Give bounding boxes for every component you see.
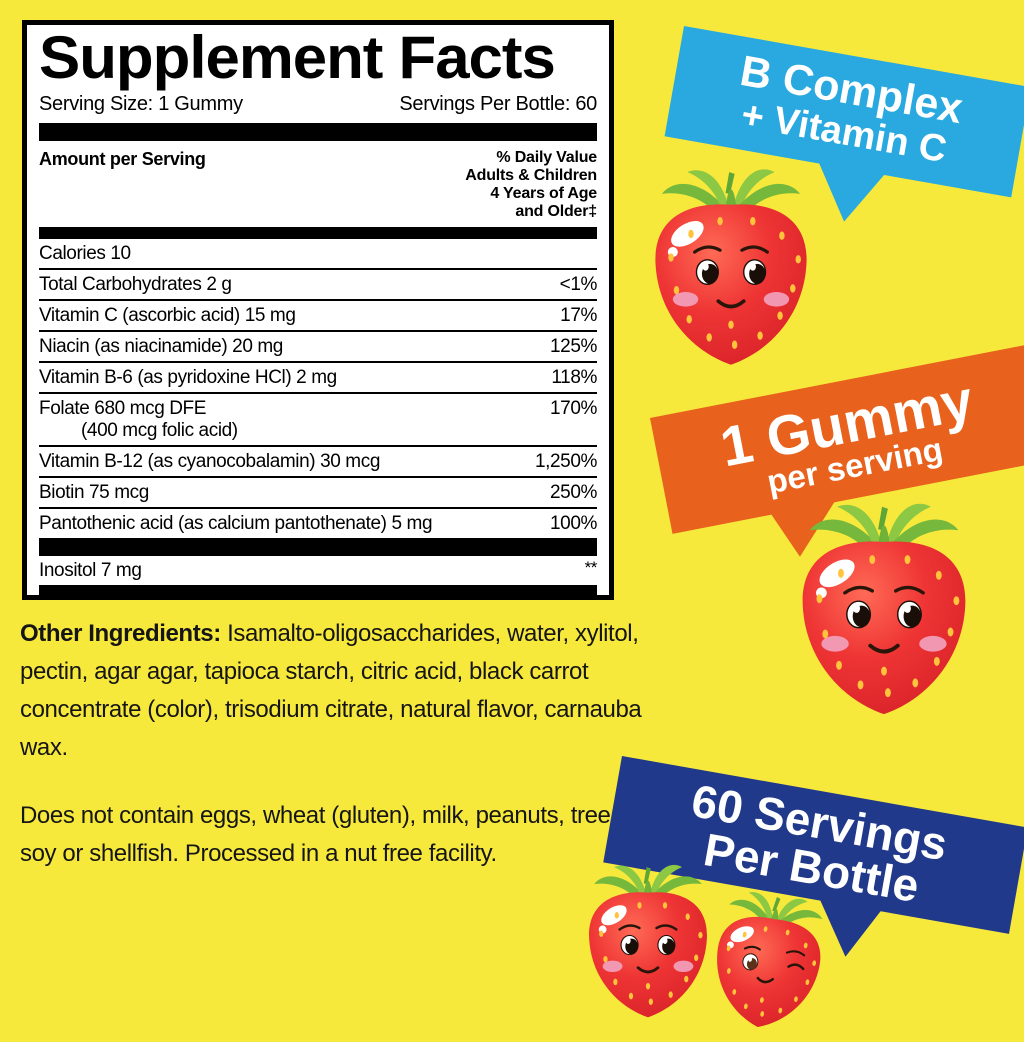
nutrient-rows: Calories 10 Total Carbohydrates 2 g <1% …	[39, 239, 597, 538]
nutrient-daily-value: 170%	[550, 398, 597, 419]
nutrient-row: Biotin 75 mcg 250%	[39, 476, 597, 507]
nutrient-name: Pantothenic acid (as calcium pantothenat…	[39, 513, 433, 534]
strawberry-happy-icon	[577, 860, 719, 1023]
nutrient-row: Pantothenic acid (as calcium pantothenat…	[39, 507, 597, 538]
allergen-statement: Does not contain eggs, wheat (gluten), m…	[20, 802, 667, 867]
serving-size: Serving Size: 1 Gummy	[39, 93, 243, 115]
nutrient-name: Niacin (as niacinamide) 20 mg	[39, 336, 283, 357]
nutrient-name: Calories 10	[39, 243, 131, 264]
other-ingredients-paragraph: Other Ingredients: Isamalto-oligosacchar…	[20, 615, 658, 767]
nutrient-row: Vitamin C (ascorbic acid) 15 mg 17%	[39, 299, 597, 330]
daily-value-header-line: 4 Years of Age	[490, 185, 597, 202]
divider-bar-thick	[39, 123, 597, 141]
divider-bar-thick	[39, 538, 597, 556]
nutrient-row: Vitamin B-12 (as cyanocobalamin) 30 mcg …	[39, 445, 597, 476]
strawberry-happy-icon	[786, 497, 982, 722]
nutrient-name: Inositol 7 mg	[39, 560, 142, 581]
nutrient-name: Vitamin B-6 (as pyridoxine HCl) 2 mg	[39, 367, 337, 388]
nutrient-row: Folate 680 mcg DFE (400 mcg folic acid) 1…	[39, 392, 597, 445]
nutrient-daily-value: 17%	[560, 305, 597, 326]
daily-value-header: % Daily Value Adults & Children 4 Years of…	[465, 149, 597, 221]
strawberry-happy-icon	[640, 163, 822, 372]
nutrient-daily-value: 100%	[550, 513, 597, 534]
nutrient-daily-value: 250%	[550, 482, 597, 503]
nutrient-row: Vitamin B-6 (as pyridoxine HCl) 2 mg 118…	[39, 361, 597, 392]
nutrient-daily-value: 118%	[551, 367, 597, 388]
nutrient-name: Vitamin B-12 (as cyanocobalamin) 30 mcg	[39, 451, 380, 472]
daily-value-header-line: % Daily Value	[496, 149, 597, 166]
supplement-facts-panel: Supplement Facts Serving Size: 1 Gummy S…	[22, 20, 614, 600]
nutrient-daily-value: **	[584, 558, 598, 577]
nutrient-row: Total Carbohydrates 2 g <1%	[39, 268, 597, 299]
panel-title: Supplement Facts	[39, 24, 556, 91]
daily-value-header-line: Adults & Children	[465, 167, 597, 184]
nutrient-name: Biotin 75 mcg	[39, 482, 149, 503]
other-ingredients-text: Isamalto-oligosaccharides, water, xylito…	[20, 620, 642, 761]
nutrient-row: Calories 10	[39, 239, 597, 268]
divider-bar-thick	[39, 585, 597, 595]
nutrient-name: Total Carbohydrates 2 g	[39, 274, 232, 295]
nutrient-daily-value: <1%	[559, 274, 598, 295]
divider-bar-thin	[39, 227, 597, 239]
nutrient-subname: (400 mcg folic acid)	[81, 420, 238, 441]
daily-value-header-line: and Older‡	[515, 203, 597, 220]
amount-per-serving-header: Amount per Serving	[39, 149, 206, 169]
serving-row: Serving Size: 1 Gummy Servings Per Bottl…	[39, 93, 597, 116]
column-header-row: Amount per Serving % Daily Value Adults &…	[39, 149, 597, 221]
nutrient-name: Vitamin C (ascorbic acid) 15 mg	[39, 305, 296, 326]
nutrient-daily-value: 125%	[550, 336, 597, 357]
inositol-row: Inositol 7 mg **	[39, 556, 597, 585]
servings-per-bottle: Servings Per Bottle: 60	[399, 93, 597, 115]
strawberry-wink-icon	[696, 881, 841, 1042]
nutrient-row: Niacin (as niacinamide) 20 mg 125%	[39, 330, 597, 361]
other-ingredients-label: Other Ingredients:	[20, 620, 221, 647]
nutrient-name: Folate 680 mcg DFE	[39, 398, 207, 419]
nutrient-daily-value: 1,250%	[534, 451, 597, 472]
